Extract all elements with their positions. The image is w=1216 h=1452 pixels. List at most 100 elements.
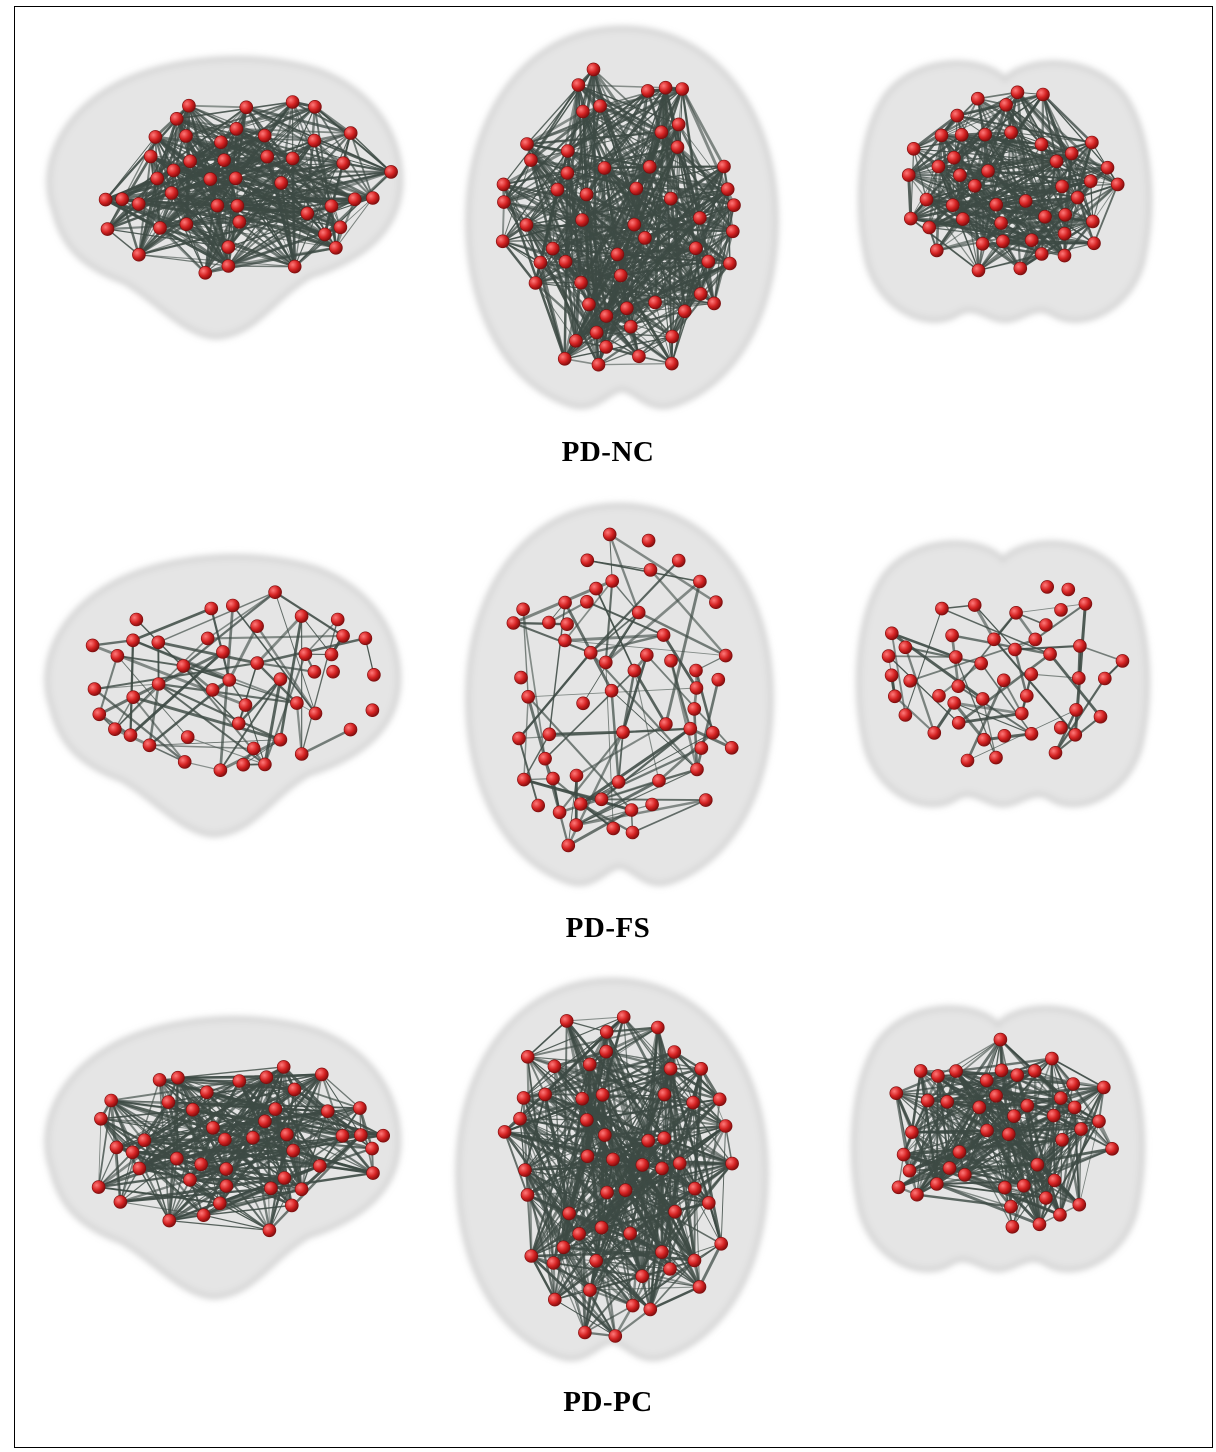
network-node <box>258 757 272 772</box>
network-node <box>632 349 646 364</box>
network-edge <box>1051 1058 1082 1130</box>
network-edge <box>358 1106 374 1150</box>
network-edge <box>621 653 649 734</box>
network-edge <box>524 1162 681 1171</box>
network-node <box>250 619 264 633</box>
network-node <box>1030 1157 1045 1172</box>
network-edge <box>887 655 960 724</box>
network-edge <box>294 171 392 268</box>
network-node <box>951 679 966 693</box>
network-edge <box>519 1118 586 1333</box>
network-edge <box>138 1167 228 1188</box>
network-edge <box>681 87 701 219</box>
network-edge <box>586 559 701 583</box>
network-edge <box>106 155 152 231</box>
network-node <box>668 1204 682 1219</box>
network-edge <box>502 240 567 263</box>
network-edge <box>184 105 317 138</box>
network-node <box>294 747 309 761</box>
network-node <box>920 1093 935 1108</box>
network-edge <box>93 683 160 690</box>
network-node <box>222 673 237 687</box>
network-edge <box>266 101 294 158</box>
network-edge <box>519 1118 588 1121</box>
network-node <box>560 617 574 631</box>
network-node <box>881 649 896 663</box>
brain-network-pc-coronal <box>848 1000 1148 1300</box>
network-node <box>1078 597 1093 611</box>
network-node <box>571 78 586 92</box>
network-node <box>497 1125 512 1139</box>
network-edge <box>251 1136 374 1150</box>
network-edge <box>907 173 954 207</box>
network-edge <box>236 156 268 207</box>
network-edge <box>519 1117 671 1270</box>
network-edge <box>653 86 667 304</box>
network-node <box>1066 1077 1080 1091</box>
network-node <box>307 665 322 679</box>
network-node <box>216 645 230 659</box>
network-edge <box>566 1020 608 1033</box>
network-node <box>353 1101 367 1115</box>
network-node <box>1115 654 1130 668</box>
network-edge <box>175 117 294 160</box>
network-edge <box>720 1125 727 1245</box>
network-node <box>707 296 721 311</box>
network-node <box>109 1140 124 1155</box>
network-node <box>641 1133 655 1148</box>
network-node <box>1072 671 1086 685</box>
network-node <box>979 1073 994 1088</box>
network-edge <box>910 1069 922 1134</box>
network-edge <box>227 624 259 682</box>
network-edge <box>519 1118 608 1194</box>
network-edge <box>1036 1086 1105 1166</box>
network-edge <box>502 237 646 242</box>
network-edge <box>129 650 225 737</box>
network-edge <box>1013 648 1029 698</box>
network-edge <box>187 736 266 765</box>
network-edge <box>210 607 231 682</box>
network-node <box>659 717 673 731</box>
network-edge <box>212 1080 241 1129</box>
network-node <box>1058 208 1072 222</box>
network-edge <box>518 737 540 807</box>
network-node <box>971 91 985 106</box>
network-node <box>1110 177 1125 192</box>
network-edge <box>895 1092 918 1196</box>
network-edge <box>301 615 333 656</box>
network-nodes <box>881 580 1130 768</box>
network-edge <box>293 139 316 268</box>
network-node <box>1036 87 1050 102</box>
network-node <box>626 1298 640 1313</box>
network-node <box>678 304 692 319</box>
network-edge <box>291 101 316 142</box>
network-node <box>579 187 594 202</box>
network-node <box>232 1074 247 1088</box>
network-edge <box>518 1117 589 1158</box>
network-node <box>927 726 942 740</box>
network-node <box>657 1131 671 1145</box>
network-node <box>718 648 733 663</box>
network-node <box>496 177 511 192</box>
network-node <box>287 1082 302 1097</box>
network-node <box>552 805 567 820</box>
brain-render-svg <box>43 553 402 839</box>
network-edge <box>237 678 282 725</box>
network-edge <box>524 1169 710 1204</box>
network-edge <box>512 621 569 626</box>
network-edge <box>1063 179 1093 236</box>
network-node <box>595 1088 610 1102</box>
network-edge <box>202 1187 272 1217</box>
network-edge <box>678 123 729 190</box>
network-edge <box>663 1137 710 1204</box>
network-edge <box>644 87 667 239</box>
network-node <box>143 149 158 164</box>
network-node <box>333 220 348 235</box>
network-edge <box>274 591 316 714</box>
network-node <box>1015 706 1029 721</box>
network-node <box>599 1044 613 1059</box>
network-node <box>643 1302 658 1317</box>
network-node <box>594 792 609 807</box>
network-node <box>166 163 181 178</box>
network-edge <box>119 1201 205 1216</box>
